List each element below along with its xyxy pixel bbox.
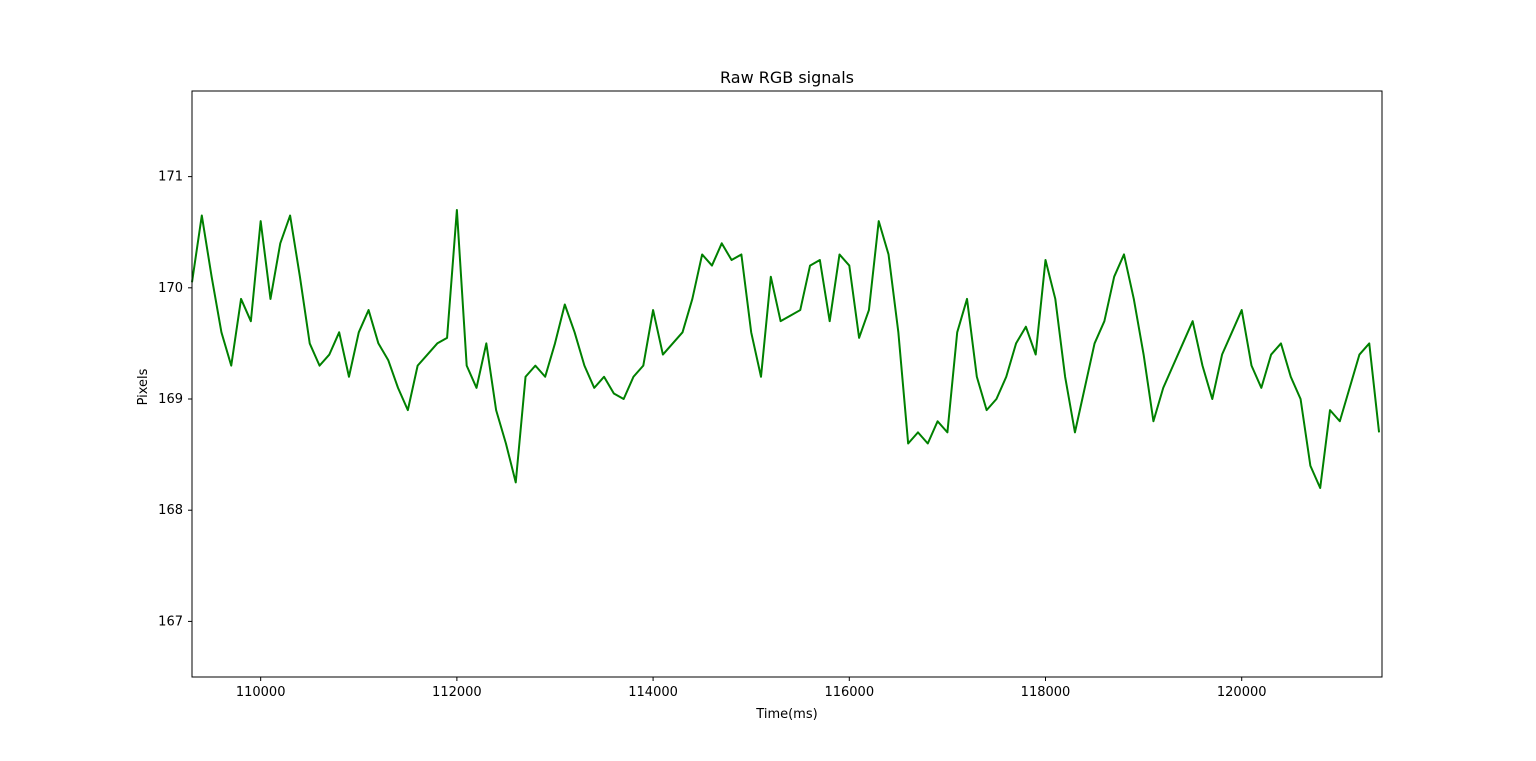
- y-tick-label: 169: [158, 392, 183, 407]
- x-tick-label: 112000: [432, 685, 482, 700]
- x-tick-label: 120000: [1217, 685, 1267, 700]
- y-tick-label: 168: [158, 503, 183, 518]
- x-tick-label: 116000: [824, 685, 874, 700]
- y-axis-label: Pixels: [136, 368, 151, 405]
- series-line-0: [191, 208, 1381, 489]
- axes-frame: [191, 90, 1383, 678]
- plot-area: [191, 208, 1381, 489]
- chart-title: Raw RGB signals: [720, 68, 854, 87]
- y-tick-label: 171: [158, 170, 183, 185]
- y-tick-label: 167: [158, 614, 183, 629]
- y-axis-ticks: 167 168 169 170 171: [158, 170, 192, 629]
- y-tick-label: 170: [158, 281, 183, 296]
- x-axis-ticks: 110000 112000 114000 116000 118000 120000: [236, 677, 1267, 700]
- x-axis-label: Time(ms): [755, 707, 817, 722]
- x-tick-label: 118000: [1021, 685, 1071, 700]
- x-tick-label: 110000: [236, 685, 286, 700]
- x-tick-label: 114000: [628, 685, 678, 700]
